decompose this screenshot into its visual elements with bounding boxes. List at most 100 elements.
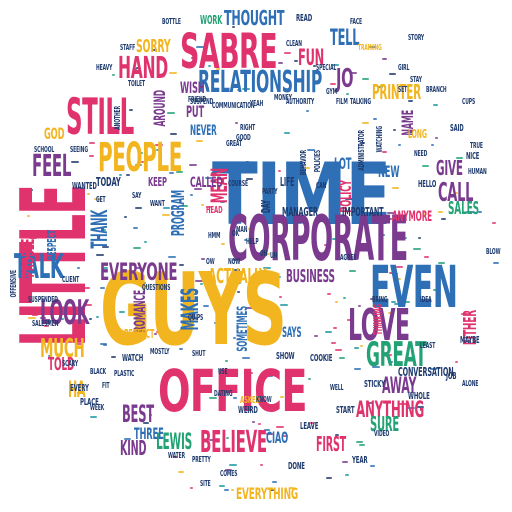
filler-word-speck bbox=[195, 45, 204, 48]
filler-word-speck bbox=[421, 165, 429, 168]
word-great: GREAT bbox=[366, 335, 427, 375]
filler-word-speck bbox=[280, 304, 289, 307]
word-whole: WHOLE bbox=[408, 391, 430, 402]
filler-word-speck bbox=[306, 110, 310, 113]
word-sorry: SORRY bbox=[136, 36, 171, 57]
word-called: CALLED bbox=[190, 175, 223, 191]
filler-word-speck bbox=[181, 204, 189, 207]
word-agree: AGREE bbox=[340, 253, 357, 262]
word-ciao: CIAO bbox=[266, 428, 289, 447]
filler-word-speck bbox=[269, 489, 274, 492]
word-staff: STAFF bbox=[120, 43, 136, 52]
filler-word-speck bbox=[359, 443, 366, 446]
word-bring: BRING bbox=[372, 295, 388, 304]
filler-word-speck bbox=[76, 336, 85, 339]
filler-word-speck bbox=[26, 189, 33, 192]
word-communication: COMMUNICATION bbox=[212, 101, 255, 110]
filler-word-speck bbox=[76, 266, 80, 269]
filler-word-speck bbox=[330, 341, 336, 344]
filler-word-speck bbox=[211, 171, 218, 174]
word-new: NEW bbox=[378, 162, 400, 181]
word-love: LOVE bbox=[348, 300, 410, 351]
filler-word-speck bbox=[132, 226, 138, 229]
filler-word-speck bbox=[102, 344, 107, 347]
word-help: HELP bbox=[246, 237, 259, 246]
word-seeing: SEEING bbox=[70, 145, 88, 154]
filler-word-speck bbox=[277, 61, 283, 64]
filler-word-speck bbox=[284, 52, 292, 54]
word-video: VIDEO bbox=[374, 429, 390, 438]
filler-word-speck bbox=[330, 63, 339, 66]
filler-word-speck bbox=[359, 141, 365, 144]
word-offensive: OFFENSIVE bbox=[9, 270, 18, 298]
word-life: LIFE bbox=[280, 175, 295, 189]
filler-word-speck bbox=[232, 258, 237, 261]
filler-word-speck bbox=[100, 342, 108, 345]
word-clean: CLEAN bbox=[286, 39, 302, 48]
word-friend: FRIEND bbox=[188, 95, 207, 104]
filler-word-speck bbox=[164, 333, 169, 336]
word-thank: THANK bbox=[88, 210, 113, 249]
filler-word-speck bbox=[32, 313, 39, 316]
filler-word-speck bbox=[225, 437, 229, 440]
word-watch: WATCH bbox=[122, 353, 144, 364]
word-guys: GUYS bbox=[100, 251, 287, 368]
filler-word-speck bbox=[111, 356, 117, 359]
filler-word-speck bbox=[276, 426, 285, 429]
filler-word-speck bbox=[40, 286, 47, 289]
filler-word-speck bbox=[155, 330, 162, 333]
word-look: LOOK bbox=[40, 293, 89, 333]
filler-word-speck bbox=[267, 374, 273, 377]
filler-word-speck bbox=[391, 300, 397, 303]
filler-word-speck bbox=[133, 246, 142, 249]
filler-word-speck bbox=[265, 219, 271, 222]
filler-word-speck bbox=[54, 258, 62, 261]
filler-word-speck bbox=[346, 93, 350, 96]
filler-word-speck bbox=[137, 151, 143, 154]
word-scary: SCARY bbox=[62, 359, 78, 368]
filler-word-speck bbox=[136, 267, 142, 270]
filler-word-speck bbox=[54, 287, 58, 290]
word-blow: BLOW bbox=[486, 247, 501, 256]
filler-word-speck bbox=[84, 304, 93, 307]
filler-word-speck bbox=[398, 402, 407, 405]
filler-word-speck bbox=[52, 338, 58, 341]
filler-word-speck bbox=[407, 407, 416, 410]
word-shut: SHUT bbox=[192, 349, 206, 358]
filler-word-speck bbox=[335, 300, 339, 303]
word-money: MONEY bbox=[274, 93, 292, 102]
word-want: WANT bbox=[150, 199, 165, 208]
filler-word-speck bbox=[43, 325, 49, 328]
word-another: ANOTHER bbox=[113, 106, 122, 130]
word-sometimes: SOMETIMES bbox=[235, 306, 251, 352]
word-ow: OW bbox=[206, 257, 215, 266]
filler-word-speck bbox=[258, 422, 262, 425]
word-man: MAN bbox=[236, 225, 248, 234]
word-cookie: COOKIE bbox=[310, 353, 333, 364]
word-jo: JO bbox=[336, 64, 354, 94]
word-program: PROGRAM bbox=[168, 190, 189, 237]
filler-word-speck bbox=[306, 148, 315, 151]
word-still: STILL bbox=[66, 88, 134, 146]
word-sure: SURE bbox=[370, 412, 400, 436]
word-perfect: PERFECT bbox=[124, 327, 155, 341]
word-romance: ROMANCE bbox=[130, 290, 149, 333]
word-god: GOD bbox=[44, 124, 65, 143]
filler-word-speck bbox=[382, 233, 386, 236]
word-head: HEAD bbox=[206, 205, 223, 216]
word-everything: EVERYTHING bbox=[236, 484, 299, 503]
filler-word-speck bbox=[101, 246, 109, 249]
word-weird: WEIRD bbox=[238, 405, 258, 416]
word-hmm: HMM bbox=[208, 231, 221, 240]
word-around: AROUND bbox=[150, 90, 169, 127]
word-hand: HAND bbox=[118, 51, 168, 86]
word-leave: LEAVE bbox=[300, 421, 319, 432]
filler-word-speck bbox=[356, 441, 364, 444]
filler-word-speck bbox=[125, 174, 130, 177]
word-set: SET bbox=[398, 85, 408, 94]
filler-word-speck bbox=[295, 221, 303, 224]
filler-word-speck bbox=[142, 422, 149, 425]
filler-word-speck bbox=[179, 348, 184, 351]
word-everyone: EVERYONE bbox=[100, 258, 178, 286]
filler-word-speck bbox=[393, 128, 397, 131]
